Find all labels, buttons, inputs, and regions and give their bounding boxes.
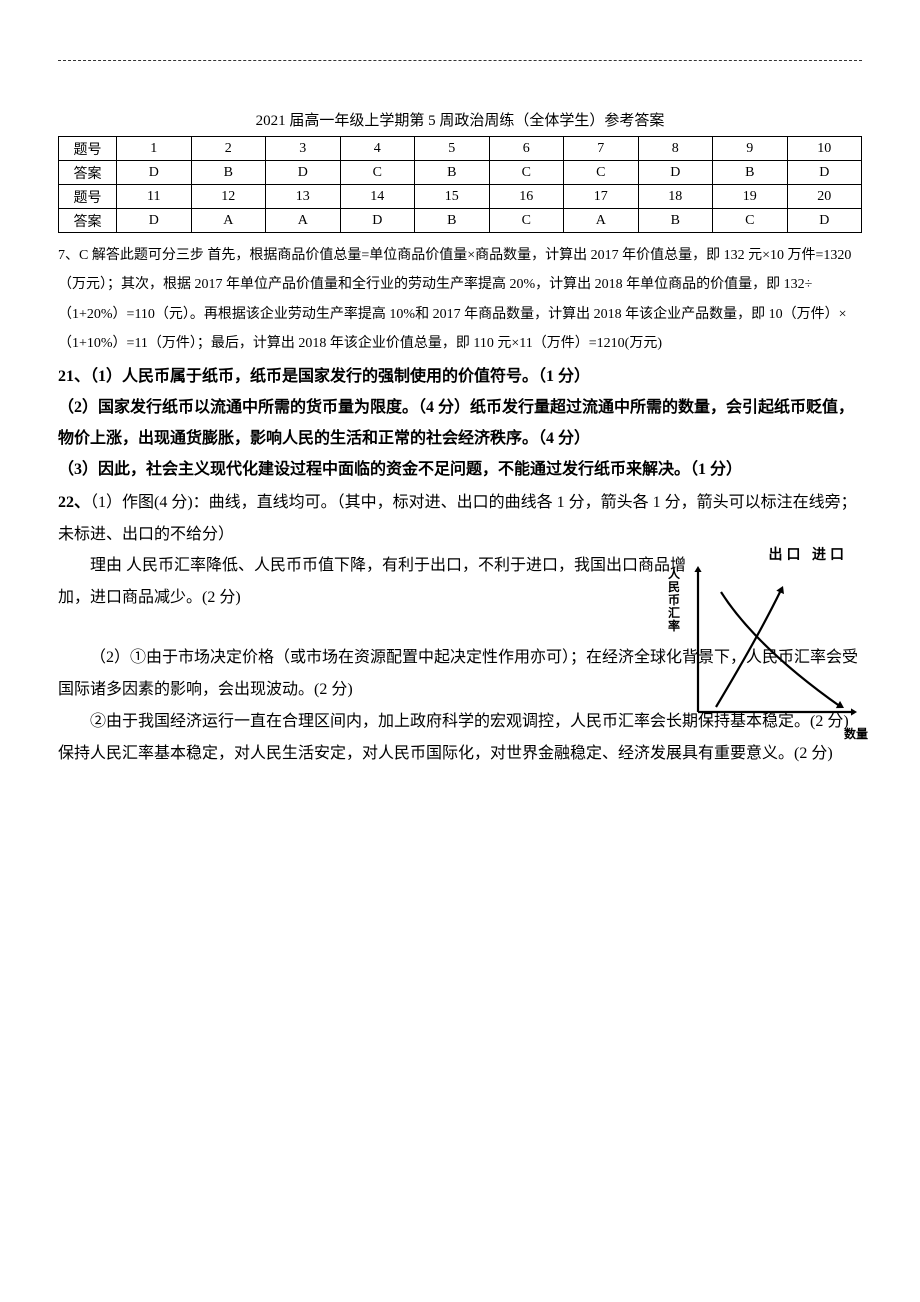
- q22-line2: 理由 人民币汇率降低、人民币币值下降，有利于出口，不利于进口，我国出口商品增加，…: [58, 550, 698, 614]
- ans: D: [117, 209, 192, 233]
- q22-num: 22、: [58, 494, 90, 511]
- export-import-chart: 出口 进口 人民币汇率 数量: [668, 542, 868, 747]
- qnum: 9: [713, 137, 788, 161]
- ans: D: [117, 161, 192, 185]
- qnum: 14: [340, 185, 415, 209]
- q7-explanation: 7、C 解答此题可分三步 首先，根据商品价值总量=单位商品价值量×商品数量，计算…: [58, 241, 862, 359]
- q22-block: 22、（1）作图(4 分)：曲线，直线均可。（其中，标对进、出口的曲线各 1 分…: [58, 487, 862, 769]
- chart-xlabel: 数量: [844, 723, 868, 746]
- qnum: 1: [117, 137, 192, 161]
- ans: D: [787, 209, 862, 233]
- ans: A: [191, 209, 266, 233]
- qnum: 16: [489, 185, 564, 209]
- ans: A: [564, 209, 639, 233]
- q22-text1: （1）作图(4 分)：曲线，直线均可。（其中，标对进、出口的曲线各 1 分，箭头…: [58, 494, 857, 542]
- ans: D: [266, 161, 341, 185]
- table-row: 答案 D A A D B C A B C D: [59, 209, 862, 233]
- ans: B: [415, 209, 490, 233]
- q21-text3: 因此，社会主义现代化建设过程中面临的资金不足问题，不能通过发行纸币来解决。（1 …: [98, 461, 742, 478]
- ans: B: [638, 209, 713, 233]
- qnum: 11: [117, 185, 192, 209]
- row-label: 题号: [59, 185, 117, 209]
- q21-line2: （2）国家发行纸币以流通中所需的货币量为限度。（4 分）纸币发行量超过流通中所需…: [58, 392, 862, 454]
- qnum: 8: [638, 137, 713, 161]
- ans: C: [489, 161, 564, 185]
- q21-block: 21、（1）人民币属于纸币，纸币是国家发行的强制使用的价值符号。（1 分） （2…: [58, 361, 862, 486]
- row-label: 答案: [59, 161, 117, 185]
- ans: C: [340, 161, 415, 185]
- chart-svg: [686, 562, 861, 727]
- qnum: 10: [787, 137, 862, 161]
- qnum: 7: [564, 137, 639, 161]
- qnum: 4: [340, 137, 415, 161]
- table-row: 题号 11 12 13 14 15 16 17 18 19 20: [59, 185, 862, 209]
- chart-ylabel: 人民币汇率: [668, 568, 684, 634]
- q21-line1: 21、（1）人民币属于纸币，纸币是国家发行的强制使用的价值符号。（1 分）: [58, 361, 862, 392]
- answer-key-table: 题号 1 2 3 4 5 6 7 8 9 10 答案 D B D C B C C…: [58, 136, 862, 233]
- ans: C: [713, 209, 788, 233]
- qnum: 18: [638, 185, 713, 209]
- qnum: 3: [266, 137, 341, 161]
- qnum: 20: [787, 185, 862, 209]
- q21-text1: 人民币属于纸币，纸币是国家发行的强制使用的价值符号。（1 分）: [122, 368, 590, 385]
- qnum: 5: [415, 137, 490, 161]
- q21-text2: 国家发行纸币以流通中所需的货币量为限度。（4 分）纸币发行量超过流通中所需的数量…: [58, 399, 854, 447]
- table-row: 题号 1 2 3 4 5 6 7 8 9 10: [59, 137, 862, 161]
- page-top-rule: [58, 60, 862, 61]
- q22-figure-wrap: 理由 人民币汇率降低、人民币币值下降，有利于出口，不利于进口，我国出口商品增加，…: [58, 550, 862, 614]
- q21-num3: （3）: [58, 461, 98, 478]
- qnum: 13: [266, 185, 341, 209]
- ans: D: [638, 161, 713, 185]
- page-title: 2021 届高一年级上学期第 5 周政治周练（全体学生）参考答案: [58, 109, 862, 130]
- ans: D: [340, 209, 415, 233]
- ans: D: [787, 161, 862, 185]
- ans: B: [713, 161, 788, 185]
- ans: A: [266, 209, 341, 233]
- qnum: 17: [564, 185, 639, 209]
- ans: C: [564, 161, 639, 185]
- qnum: 19: [713, 185, 788, 209]
- q21-num1: 21、（1）: [58, 368, 122, 385]
- row-label: 答案: [59, 209, 117, 233]
- legend-export: 出口: [769, 548, 805, 563]
- q21-line3: （3）因此，社会主义现代化建设过程中面临的资金不足问题，不能通过发行纸币来解决。…: [58, 454, 862, 485]
- qnum: 6: [489, 137, 564, 161]
- q22-line1: 22、（1）作图(4 分)：曲线，直线均可。（其中，标对进、出口的曲线各 1 分…: [58, 487, 862, 549]
- table-row: 答案 D B D C B C C D B D: [59, 161, 862, 185]
- row-label: 题号: [59, 137, 117, 161]
- q21-num2: （2）: [58, 399, 98, 416]
- legend-import: 进口: [812, 548, 848, 563]
- qnum: 12: [191, 185, 266, 209]
- qnum: 2: [191, 137, 266, 161]
- ans: C: [489, 209, 564, 233]
- ans: B: [415, 161, 490, 185]
- ans: B: [191, 161, 266, 185]
- qnum: 15: [415, 185, 490, 209]
